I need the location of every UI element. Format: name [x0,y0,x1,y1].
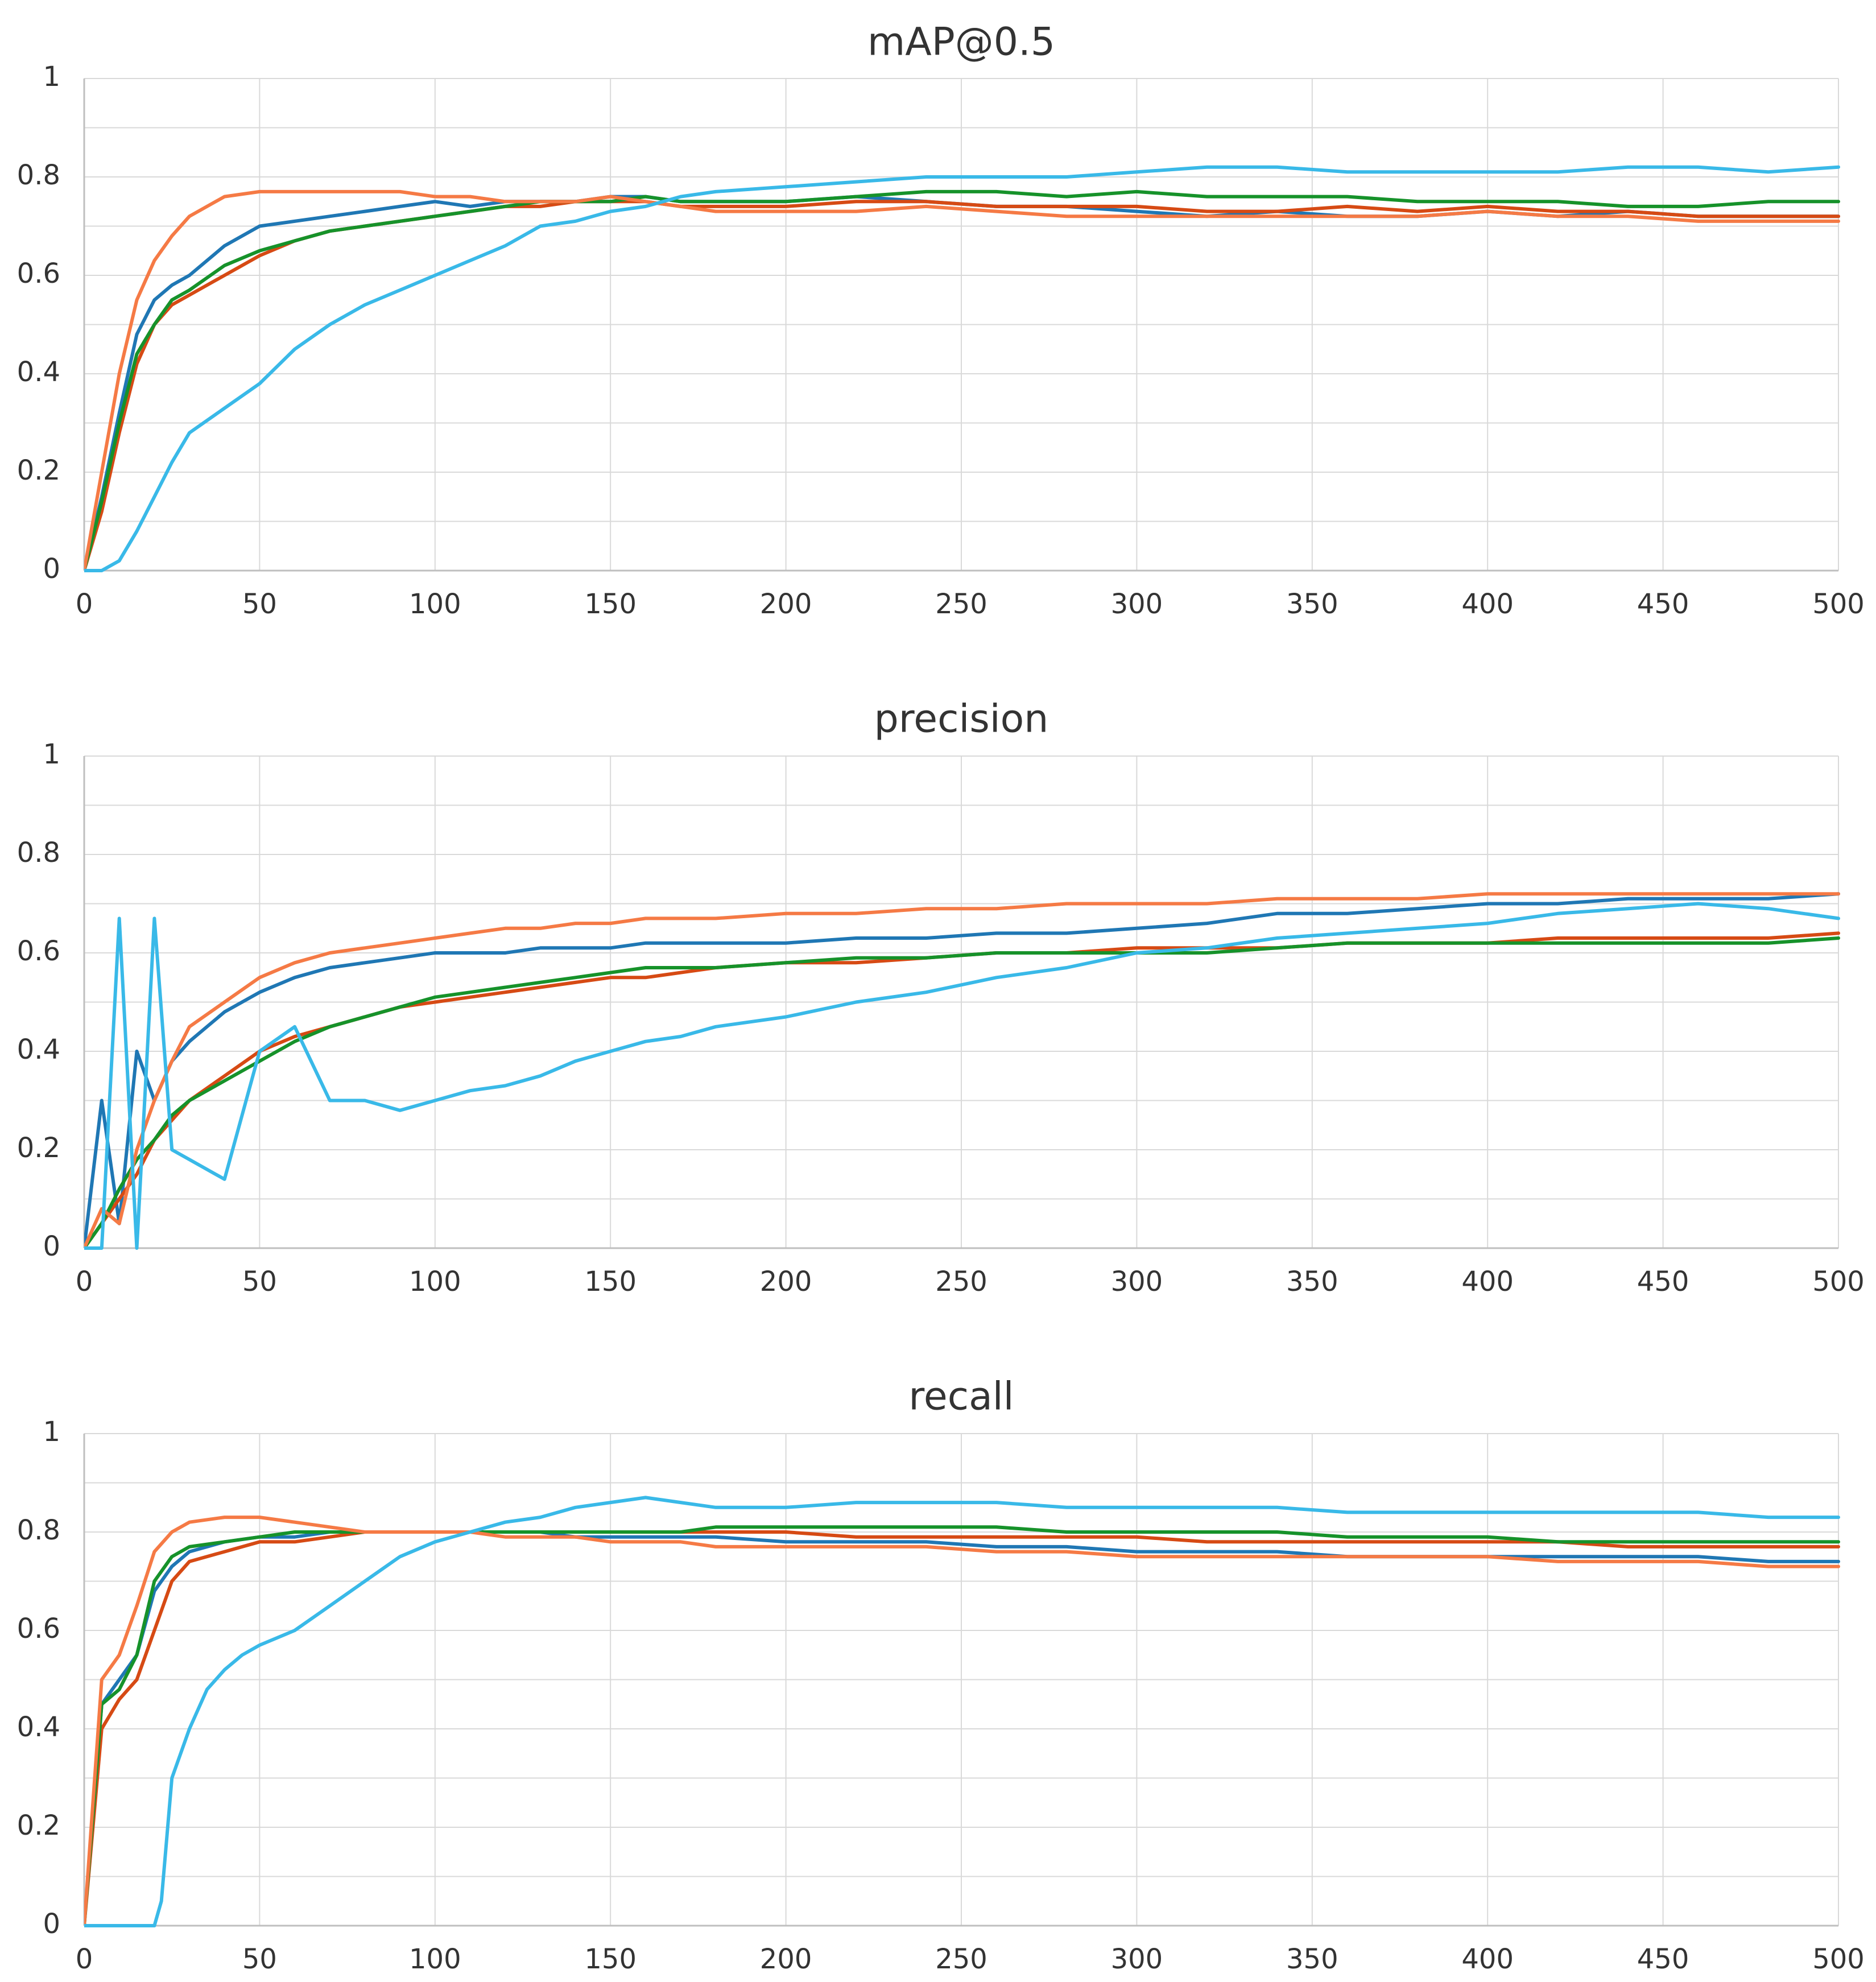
x-tick-label: 400 [1461,588,1514,620]
x-tick-label: 150 [584,1266,637,1298]
x-tick-label: 150 [584,588,637,620]
y-tick-label: 0 [43,553,60,585]
series-line-green [84,1525,1840,1927]
y-tick-label: 0.4 [17,356,60,388]
x-tick-label: 50 [242,1943,277,1975]
x-tick-label: 350 [1286,588,1338,620]
y-tick-label: 0.6 [17,935,60,967]
y-tick-label: 1 [43,738,60,770]
x-tick-label: 0 [76,1943,93,1975]
x-tick-label: 450 [1637,1943,1689,1975]
series-line-light-blue [84,902,1840,1250]
y-tick-label: 0.4 [17,1711,60,1743]
series-line-light-blue [84,165,1840,572]
x-tick-label: 200 [760,588,812,620]
x-tick-label: 150 [584,1943,637,1975]
x-tick-label: 500 [1812,588,1865,620]
series-line-green [84,936,1840,1250]
series-line-light-blue [84,1496,1840,1927]
series-line-orange [84,1516,1840,1927]
y-tick-label: 0 [43,1231,60,1262]
chart-title: recall [908,1374,1014,1419]
x-tick-label: 0 [76,1266,93,1298]
x-tick-label: 100 [409,1266,461,1298]
x-tick-label: 300 [1111,1943,1163,1975]
x-tick-label: 450 [1637,1266,1689,1298]
y-tick-label: 0.2 [17,1810,60,1841]
x-tick-label: 0 [76,588,93,620]
x-tick-label: 200 [760,1943,812,1975]
x-tick-label: 200 [760,1266,812,1298]
series-group [84,165,1840,572]
x-tick-label: 400 [1461,1266,1514,1298]
chart-panel-2: recall 0 0.2 0.4 0.6 0.8 1 0 50 100 150 200 250 300 35… [17,1374,1865,1975]
grid [84,1433,1839,1926]
series-group [84,892,1840,1250]
chart-title: precision [874,697,1049,742]
series-line-orange [84,892,1840,1250]
x-tick-label: 250 [935,1266,987,1298]
x-tick-label: 250 [935,1943,987,1975]
y-tick-label: 0.8 [17,159,60,191]
x-tick-label: 300 [1111,1266,1163,1298]
chart-panel-0: mAP@0.5 0 0.2 0.4 0.6 0.8 1 0 50 100 150 200 250 300 3… [17,20,1865,620]
series-line-orange [84,189,1840,572]
x-tick-label: 350 [1286,1943,1338,1975]
y-tick-label: 0.2 [17,455,60,486]
y-tick-label: 0.2 [17,1132,60,1164]
y-tick-label: 0.6 [17,258,60,290]
y-tick-label: 0.8 [17,837,60,869]
x-tick-label: 100 [409,588,461,620]
y-tick-label: 1 [43,61,60,93]
series-line-blue [84,892,1840,1250]
y-tick-label: 0 [43,1908,60,1940]
x-tick-label: 450 [1637,588,1689,620]
x-tick-label: 50 [242,588,277,620]
x-tick-label: 250 [935,588,987,620]
y-tick-label: 0.8 [17,1514,60,1546]
grid [84,755,1839,1249]
x-tick-label: 50 [242,1266,277,1298]
series-group [84,1496,1840,1927]
x-tick-label: 100 [409,1943,461,1975]
x-tick-label: 500 [1812,1943,1865,1975]
x-tick-label: 300 [1111,588,1163,620]
series-line-red [84,200,1840,572]
chart-title: mAP@0.5 [867,20,1055,65]
y-tick-label: 0.6 [17,1613,60,1645]
x-tick-label: 350 [1286,1266,1338,1298]
x-tick-label: 500 [1812,1266,1865,1298]
x-tick-label: 400 [1461,1943,1514,1975]
y-tick-label: 0.4 [17,1034,60,1066]
y-tick-label: 1 [43,1416,60,1448]
grid [84,78,1839,571]
chart-panel-1: precision 0 0.2 0.4 0.6 0.8 1 0 50 100 150 200 250 30… [17,697,1865,1298]
